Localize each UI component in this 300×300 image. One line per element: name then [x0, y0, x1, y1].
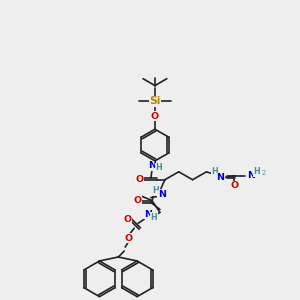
Text: 2: 2	[262, 170, 266, 176]
Text: N: N	[216, 173, 224, 182]
Text: H: H	[153, 186, 159, 195]
Text: N: N	[247, 171, 255, 180]
Text: O: O	[151, 112, 159, 121]
Text: O: O	[133, 196, 141, 205]
Text: O: O	[124, 234, 132, 243]
Text: H: H	[155, 163, 162, 172]
Text: O: O	[230, 181, 238, 190]
Text: O: O	[135, 175, 143, 184]
Text: H: H	[151, 213, 157, 222]
Text: Si: Si	[149, 97, 161, 106]
Text: H: H	[211, 167, 218, 176]
Text: O: O	[123, 215, 131, 224]
Text: H: H	[254, 167, 260, 176]
Text: N: N	[158, 190, 166, 199]
Text: N: N	[144, 210, 152, 219]
Text: N: N	[148, 161, 156, 170]
